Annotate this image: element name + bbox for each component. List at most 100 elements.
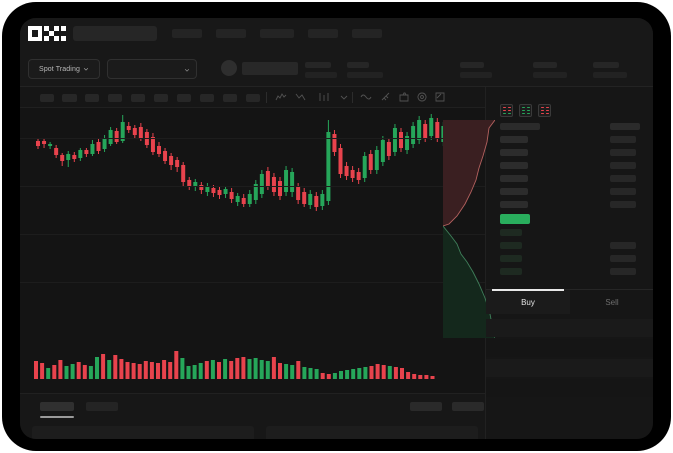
chevron-down-icon[interactable]	[338, 91, 350, 103]
chart-gridline	[20, 234, 485, 235]
nav-item-5[interactable]	[352, 29, 382, 38]
timeframe-chip-9[interactable]	[223, 94, 237, 102]
toolbar-divider	[352, 92, 353, 103]
nav-item-2[interactable]	[216, 29, 246, 38]
form-row-total[interactable]	[486, 379, 653, 397]
orderbook-bid-amount	[610, 255, 636, 262]
orderbook-ask-amount	[610, 188, 636, 195]
orderbook-view-bids[interactable]	[519, 104, 532, 117]
timeframe-chip-4[interactable]	[108, 94, 122, 102]
bottom-tab-open-orders[interactable]	[40, 402, 74, 411]
timeframe-chip-7[interactable]	[177, 94, 191, 102]
stat-high-24h	[460, 62, 492, 78]
orderbook-trade-column: Buy Sell	[443, 87, 653, 439]
orderbook-bid-row[interactable]	[500, 268, 522, 275]
orderbook-ask-amount	[610, 162, 636, 169]
market-mode-selector[interactable]: Spot Trading	[28, 59, 100, 79]
search-input[interactable]	[73, 26, 157, 41]
nav-item-3[interactable]	[260, 29, 294, 38]
chart-gridline	[20, 138, 485, 139]
market-mode-label: Spot Trading	[39, 65, 80, 73]
nav-item-4[interactable]	[308, 29, 338, 38]
stat-change-24h	[347, 62, 383, 78]
form-row-amount[interactable]	[486, 359, 653, 377]
orderbook-view-both[interactable]	[500, 104, 513, 117]
orderbook-bid-row[interactable]	[500, 255, 522, 262]
okx-logo[interactable]	[28, 26, 68, 41]
bottom-action-2[interactable]	[452, 402, 484, 411]
toolbar-divider	[266, 92, 267, 103]
depth-chart-overlay	[443, 120, 495, 338]
timeframe-chip-1[interactable]	[40, 94, 54, 102]
fullscreen-icon[interactable]	[434, 91, 446, 103]
stat-low-24h-value	[533, 72, 567, 78]
orderbook-view-toggles	[500, 104, 551, 117]
timeframe-chip-8[interactable]	[200, 94, 214, 102]
orderbook-view-asks[interactable]	[538, 104, 551, 117]
ruler-icon[interactable]	[380, 91, 392, 103]
pair-selector[interactable]	[107, 59, 197, 79]
stat-change-24h-value	[347, 72, 383, 78]
orderbook[interactable]	[486, 123, 653, 285]
orderbook-ask-row[interactable]	[500, 149, 528, 156]
timeframe-chip-2[interactable]	[62, 94, 77, 102]
tab-buy-label: Buy	[521, 297, 535, 307]
coin-avatar	[221, 60, 237, 76]
orderbook-mid-price[interactable]	[500, 214, 530, 224]
chevron-down-icon	[83, 67, 89, 71]
camera-icon[interactable]	[398, 91, 410, 103]
candlestick-chart[interactable]	[20, 108, 485, 335]
orderbook-ask-row[interactable]	[500, 201, 528, 208]
bottom-card-left	[32, 426, 254, 439]
orders-panel	[20, 393, 485, 439]
stat-last-price-label	[305, 62, 331, 68]
stat-change-24h-label	[347, 62, 369, 68]
orderbook-ask-row[interactable]	[500, 162, 528, 169]
orderbook-bid-row[interactable]	[500, 242, 522, 249]
timeframe-chip-10[interactable]	[246, 94, 260, 102]
tab-sell[interactable]: Sell	[570, 290, 653, 314]
form-row-order-type[interactable]	[486, 319, 653, 337]
orderbook-ask-row[interactable]	[500, 136, 528, 143]
stat-last-price	[305, 62, 337, 78]
volume-chart[interactable]	[20, 335, 485, 393]
orderbook-header-price	[500, 123, 540, 130]
orderbook-header-amount	[610, 123, 640, 130]
tab-sell-label: Sell	[605, 297, 619, 307]
indicator-icon[interactable]	[318, 91, 330, 103]
timeframe-chip-6[interactable]	[154, 94, 168, 102]
form-row-price[interactable]	[486, 339, 653, 357]
candlestick-series	[36, 114, 446, 211]
app-header	[20, 18, 653, 51]
chart-gridline	[20, 282, 485, 283]
timeframe-chip-3[interactable]	[85, 94, 99, 102]
settings-icon[interactable]	[416, 91, 428, 103]
bottom-tab-open-orders-indicator	[40, 416, 74, 418]
orderbook-ask-amount	[610, 136, 636, 143]
orderbook-bid-amount	[610, 242, 636, 249]
line-chart-icon[interactable]	[275, 91, 287, 103]
trade-tabs: Buy Sell	[486, 289, 653, 314]
nav-item-1[interactable]	[172, 29, 202, 38]
orderbook-ask-amount	[610, 149, 636, 156]
market-subheader: Spot Trading	[20, 51, 653, 87]
stat-last-price-value	[305, 72, 337, 78]
stat-high-24h-label	[460, 62, 484, 68]
trend-down-icon[interactable]	[295, 91, 307, 103]
bottom-tab-order-history[interactable]	[86, 402, 118, 411]
orderbook-ask-amount	[610, 175, 636, 182]
tab-buy[interactable]: Buy	[486, 289, 570, 314]
stat-volume-24h-value	[593, 72, 627, 78]
chart-gridline	[20, 186, 485, 187]
timeframe-chip-5[interactable]	[131, 94, 145, 102]
tab-active-indicator	[492, 289, 564, 291]
orderbook-ask-row[interactable]	[500, 175, 528, 182]
wave-icon[interactable]	[360, 91, 372, 103]
orderbook-bid-row[interactable]	[500, 229, 522, 236]
stat-volume-24h-label	[593, 62, 619, 68]
stat-low-24h	[533, 62, 567, 78]
orderbook-ask-row[interactable]	[500, 188, 528, 195]
bottom-action-1[interactable]	[410, 402, 442, 411]
